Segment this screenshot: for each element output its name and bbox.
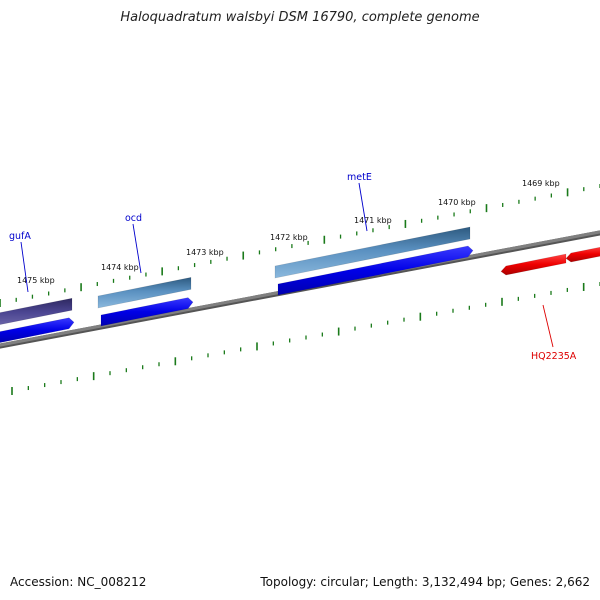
gene-label-mete: metE xyxy=(347,172,372,183)
cog-feature-gufA xyxy=(0,297,73,325)
gene-leader-line xyxy=(358,182,368,232)
tick-label: 1472 kbp xyxy=(270,233,308,242)
feature-track xyxy=(0,226,600,343)
gene-leader-line xyxy=(132,223,142,274)
tick-label: 1474 kbp xyxy=(101,263,139,272)
outer-tick-ring xyxy=(0,184,600,307)
tick-label: 1470 kbp xyxy=(438,198,476,207)
map-title: Haloquadratum walsbyi DSM 16790, complet… xyxy=(120,10,480,25)
cog-feature-metE xyxy=(274,226,471,279)
tick-label-group: 1469 kbp 1470 kbp 1471 kbp 1472 kbp 1473 kbp… xyxy=(17,179,560,285)
gene-label-hq2235a: HQ2235A xyxy=(531,351,577,362)
accession-text: Accession: NC_008212 xyxy=(10,575,147,589)
gene-label-gufa: gufA xyxy=(9,231,31,242)
cds-forward-gufA xyxy=(0,317,75,343)
cog-feature-ocd xyxy=(97,277,192,309)
gene-leader-line xyxy=(20,241,29,293)
gene-leader-line xyxy=(542,304,554,348)
tick-label: 1471 kbp xyxy=(354,216,392,225)
cds-reverse-next xyxy=(565,246,600,263)
gene-label-ocd: ocd xyxy=(125,213,142,224)
cds-forward-metE xyxy=(277,245,474,296)
tick-label: 1475 kbp xyxy=(17,276,55,285)
tick-label: 1473 kbp xyxy=(186,248,224,257)
genome-stats-text: Topology: circular; Length: 3,132,494 bp… xyxy=(260,575,590,589)
cds-forward-ocd xyxy=(100,297,194,327)
inner-tick-ring xyxy=(11,282,600,395)
cds-reverse-HQ2235A xyxy=(500,253,567,276)
gene-label-group: metE ocd gufA HQ2235A xyxy=(9,172,577,362)
tick-label: 1469 kbp xyxy=(522,179,560,188)
